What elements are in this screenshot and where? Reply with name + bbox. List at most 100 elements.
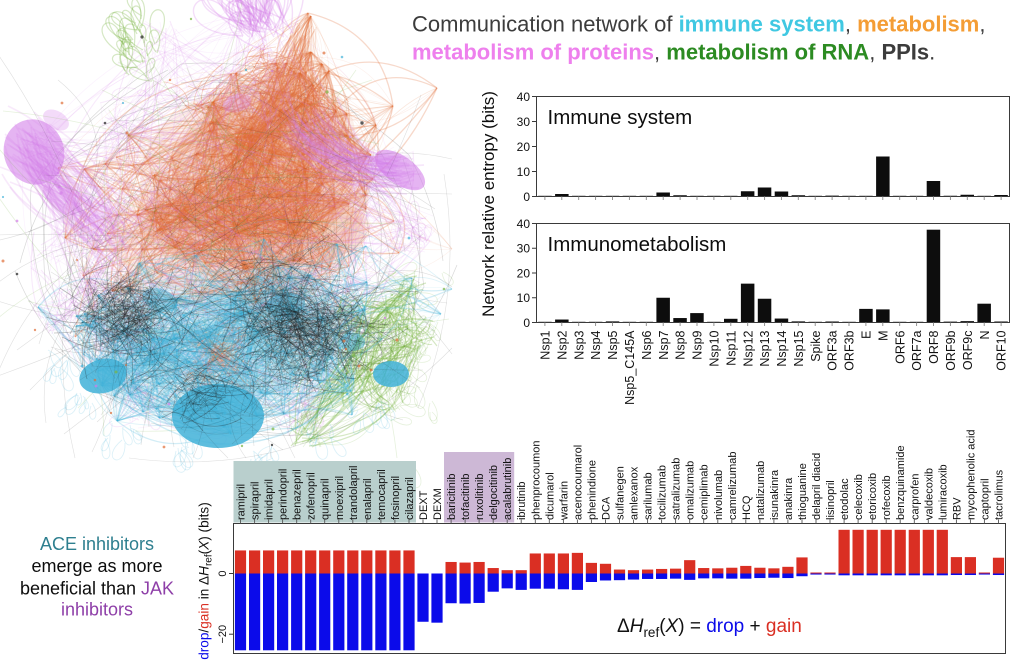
svg-text:inhibitors: inhibitors (61, 600, 133, 620)
svg-text:quinapril: quinapril (320, 478, 332, 520)
svg-text:perindopril: perindopril (278, 469, 290, 520)
svg-text:Nsp10: Nsp10 (708, 330, 722, 366)
svg-text:fosinopril: fosinopril (390, 476, 402, 520)
svg-text:Nsp13: Nsp13 (758, 330, 772, 366)
svg-text:etodolac: etodolac (839, 478, 851, 520)
svg-text:camrelizumab: camrelizumab (727, 452, 739, 520)
svg-text:cemiplimab: cemiplimab (699, 464, 711, 520)
svg-text:Nsp5: Nsp5 (606, 330, 620, 359)
svg-text:metabolism of proteins, metabo: metabolism of proteins, metabolism of RN… (412, 40, 935, 65)
svg-text:Spike: Spike (809, 330, 823, 361)
svg-text:tofacitinib: tofacitinib (460, 474, 472, 520)
svg-text:Communication network of immun: Communication network of immune system, … (412, 12, 985, 37)
svg-text:ACE inhibitors: ACE inhibitors (40, 534, 154, 554)
svg-text:phenindione: phenindione (586, 460, 598, 520)
svg-text:tocilizumab: tocilizumab (657, 465, 669, 520)
svg-text:beneficial than JAK: beneficial than JAK (20, 579, 174, 599)
svg-text:benzquinamide: benzquinamide (895, 445, 907, 520)
svg-text:E: E (860, 331, 874, 339)
svg-text:carprofen: carprofen (909, 474, 921, 520)
svg-text:celecoxib: celecoxib (853, 474, 865, 520)
svg-text:0: 0 (523, 190, 530, 204)
svg-text:thioguanine: thioguanine (797, 463, 809, 520)
svg-text:Nsp14: Nsp14 (775, 330, 789, 366)
svg-text:spirapril: spirapril (250, 481, 262, 520)
svg-text:ORF10: ORF10 (995, 330, 1009, 370)
svg-text:captopril: captopril (979, 478, 991, 520)
svg-text:anakinra: anakinra (783, 477, 795, 520)
svg-text:emerge as more: emerge as more (31, 556, 162, 576)
svg-text:Immunometabolism: Immunometabolism (548, 233, 727, 256)
svg-text:etoricoxib: etoricoxib (867, 473, 879, 520)
svg-text:Immune system: Immune system (548, 106, 693, 129)
svg-text:Network relative entropy (bits: Network relative entropy (bits) (479, 91, 498, 317)
svg-text:amlexanox: amlexanox (629, 466, 641, 520)
svg-text:Nsp3: Nsp3 (572, 330, 586, 359)
svg-text:isunakinra: isunakinra (769, 469, 781, 520)
svg-text:zofenopril: zofenopril (306, 472, 318, 520)
svg-text:dicumarol: dicumarol (544, 472, 556, 520)
svg-text:acenocoumarol: acenocoumarol (572, 445, 584, 520)
svg-text:HCQ: HCQ (741, 495, 753, 520)
svg-text:Nsp4: Nsp4 (589, 330, 603, 359)
svg-text:sulfanegen: sulfanegen (615, 466, 627, 520)
svg-text:temocapril: temocapril (376, 469, 388, 520)
svg-text:Nsp15: Nsp15 (792, 330, 806, 366)
svg-text:benazepril: benazepril (292, 469, 304, 520)
svg-text:delgocitinib: delgocitinib (488, 465, 500, 520)
svg-text:ramipril: ramipril (236, 484, 248, 520)
svg-text:30: 30 (517, 115, 531, 129)
svg-text:0: 0 (523, 316, 530, 330)
svg-text:valdecoxib: valdecoxib (923, 468, 935, 520)
svg-text:ORF8: ORF8 (927, 330, 941, 363)
svg-text:moexipril: moexipril (334, 476, 346, 520)
svg-text:Nsp9: Nsp9 (691, 330, 705, 359)
svg-text:ruxolitinib: ruxolitinib (474, 474, 486, 520)
svg-text:Nsp7: Nsp7 (657, 330, 671, 359)
svg-text:Nsp1: Nsp1 (539, 330, 553, 359)
svg-text:Nsp5_C145A: Nsp5_C145A (623, 330, 637, 405)
svg-text:ORF6: ORF6 (893, 330, 907, 363)
svg-text:Nsp2: Nsp2 (555, 330, 569, 359)
svg-text:enalapril: enalapril (362, 478, 374, 520)
svg-text:RBV: RBV (951, 497, 963, 520)
svg-text:lisinopril: lisinopril (825, 480, 837, 520)
svg-text:ORF3b: ORF3b (843, 330, 857, 370)
svg-text:drop/gain in ΔHref(X) (bits): drop/gain in ΔHref(X) (bits) (197, 502, 215, 660)
svg-text:M: M (876, 331, 890, 341)
svg-text:warfarin: warfarin (558, 481, 570, 521)
svg-text:acalabrutinib: acalabrutinib (502, 458, 514, 520)
svg-text:0: 0 (217, 570, 229, 576)
svg-text:ibrutinib: ibrutinib (516, 481, 528, 520)
svg-text:phenprocoumon: phenprocoumon (530, 440, 542, 520)
svg-text:DEXT: DEXT (418, 490, 430, 520)
svg-text:rofecoxib: rofecoxib (881, 475, 893, 520)
svg-text:trandolapril: trandolapril (348, 466, 360, 520)
svg-text:Nsp12: Nsp12 (741, 330, 755, 366)
svg-text:ORF3a: ORF3a (826, 330, 840, 370)
svg-text:ORF7a: ORF7a (910, 330, 924, 370)
svg-text:delapril diacid: delapril diacid (811, 453, 823, 520)
svg-text:20: 20 (517, 266, 531, 280)
svg-text:Nsp6: Nsp6 (640, 330, 654, 359)
svg-text:N: N (978, 331, 992, 340)
svg-text:cilazapril: cilazapril (404, 477, 416, 520)
svg-text:20: 20 (517, 140, 531, 154)
svg-text:nivolumab: nivolumab (713, 470, 725, 520)
svg-text:40: 40 (517, 217, 531, 231)
svg-text:sarilumab: sarilumab (643, 472, 655, 520)
svg-text:10: 10 (517, 165, 531, 179)
svg-text:Nsp8: Nsp8 (674, 330, 688, 359)
svg-text:omalizumab: omalizumab (685, 461, 697, 520)
svg-text:tacrolimus: tacrolimus (994, 469, 1006, 520)
svg-text:10: 10 (517, 291, 531, 305)
svg-text:lumiracoxib: lumiracoxib (937, 464, 949, 520)
svg-text:DCA: DCA (601, 496, 613, 520)
svg-text:satralizumab: satralizumab (671, 458, 683, 520)
svg-text:mycophenolic acid: mycophenolic acid (965, 430, 977, 521)
svg-text:Nsp11: Nsp11 (724, 330, 738, 365)
svg-text:−20: −20 (217, 625, 229, 644)
svg-text:40: 40 (517, 90, 531, 104)
svg-text:ORF9c: ORF9c (961, 331, 975, 371)
svg-text:DEXM: DEXM (432, 488, 444, 520)
